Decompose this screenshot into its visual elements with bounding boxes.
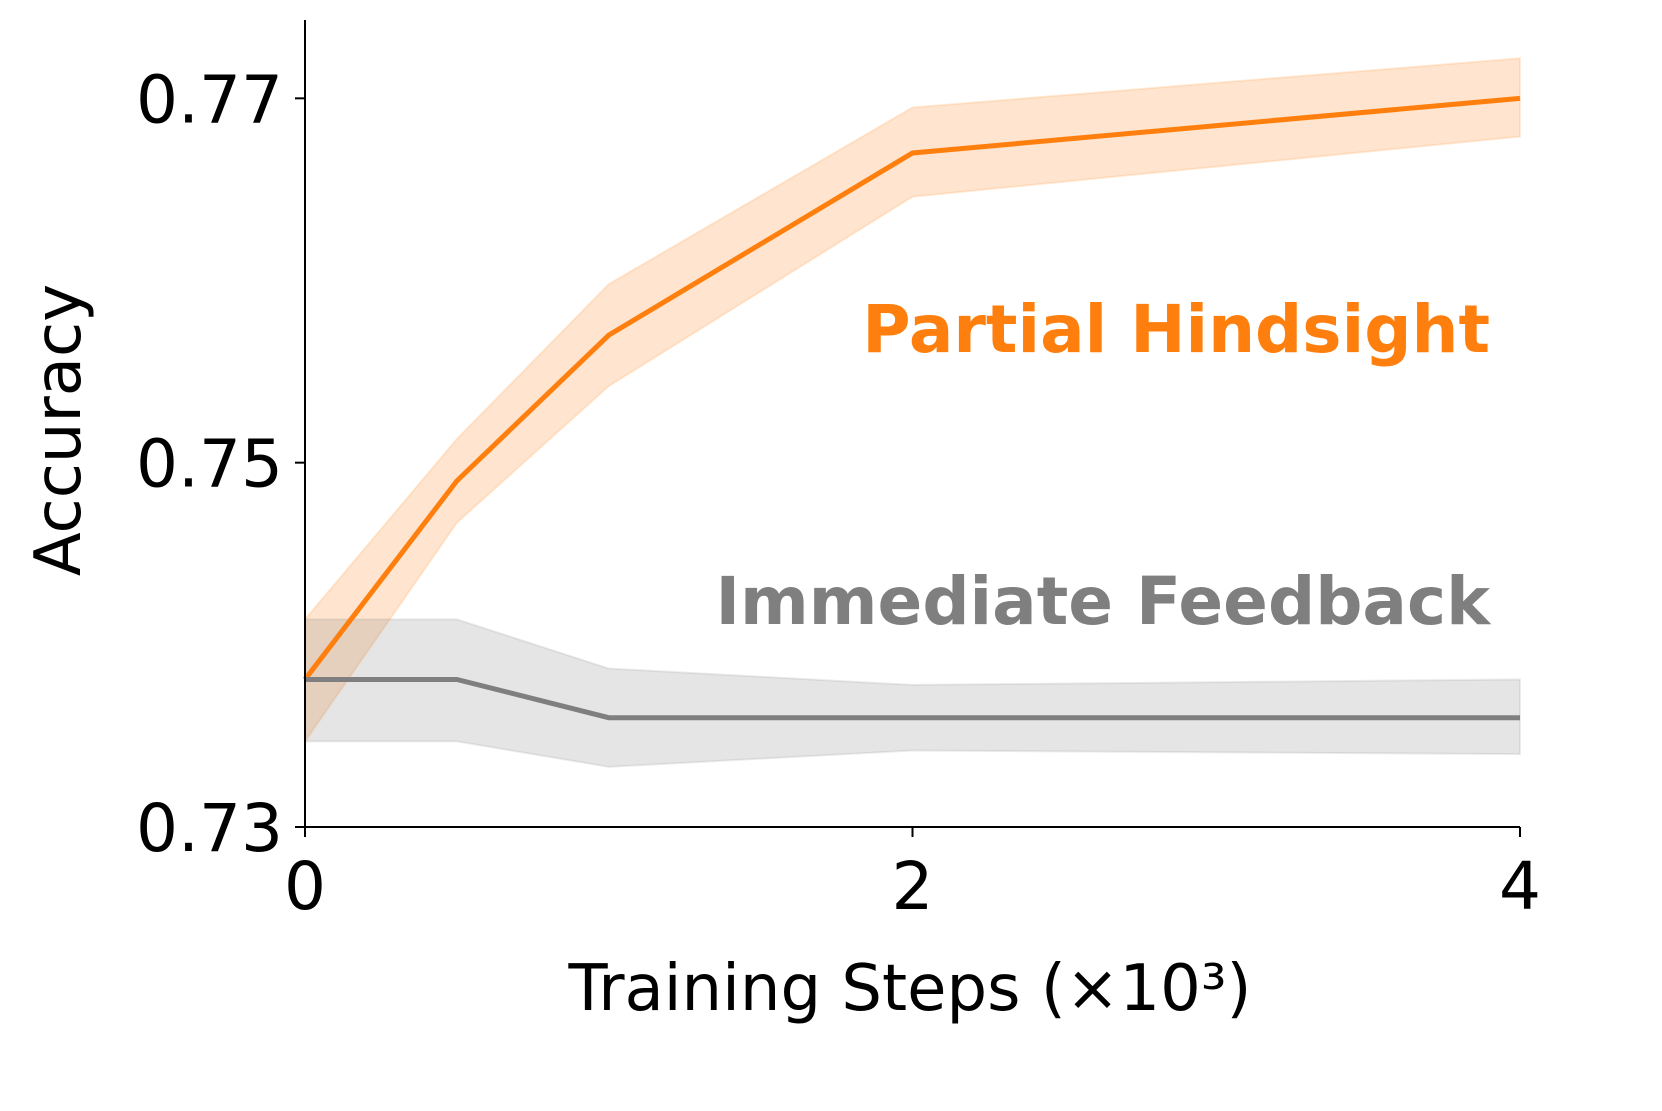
y-axis-label: Accuracy [22, 284, 96, 576]
series-line [303, 95, 1521, 681]
series-label: Partial Hindsight [862, 291, 1490, 368]
x-axis-label: Training Steps (×10³) [568, 952, 1252, 1026]
y-tick-label: 0.77 [136, 61, 283, 138]
y-tick-label: 0.73 [136, 790, 283, 867]
x-tick-label: 0 [284, 848, 326, 925]
confidence-band [304, 618, 1521, 768]
series-line [305, 676, 1520, 721]
confidence-band [304, 57, 1521, 745]
series-label: Immediate Feedback [715, 563, 1492, 640]
y-tick-label: 0.75 [136, 426, 283, 503]
x-tick-label: 4 [1499, 848, 1541, 925]
x-tick-label: 2 [892, 848, 934, 925]
